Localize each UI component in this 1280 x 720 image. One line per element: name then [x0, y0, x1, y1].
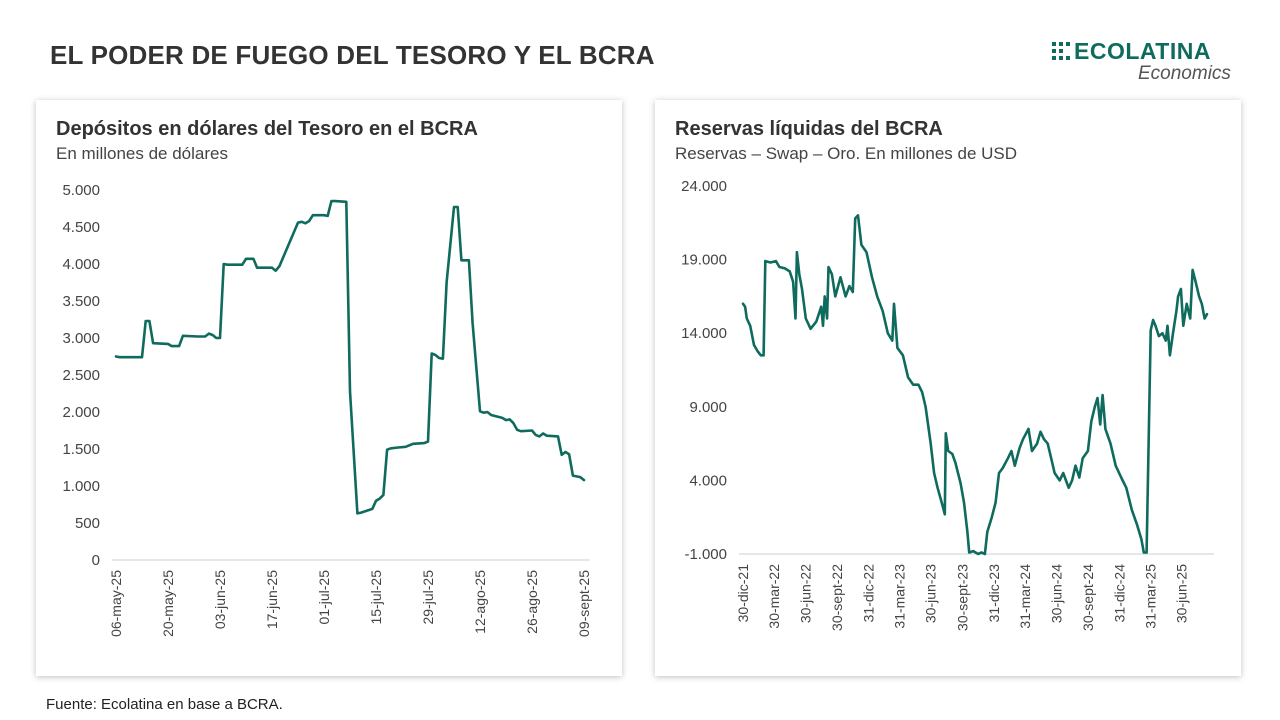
y-tick-label: 9.000	[689, 399, 727, 416]
x-tick-label: 30-jun-25	[1174, 564, 1190, 623]
chart-title: Reservas líquidas del BCRA	[675, 118, 943, 140]
y-tick-label: 24.000	[681, 178, 727, 195]
x-tick-label: 26-ago-25	[524, 570, 540, 634]
brand-logo: ECOLATINA Economics	[1052, 38, 1242, 88]
x-tick-label: 01-jul-25	[316, 570, 332, 625]
x-tick-label: 30-sept-23	[954, 564, 970, 631]
y-tick-label: 14.000	[681, 325, 727, 342]
y-tick-label: 2.500	[62, 367, 100, 384]
y-tick-label: 4.000	[689, 472, 727, 489]
logo-name: ECOLATINA	[1074, 38, 1211, 64]
y-tick-label: -1.000	[684, 546, 727, 563]
x-tick-label: 30-dic-21	[735, 564, 751, 623]
chart-subtitle: En millones de dólares	[56, 144, 228, 163]
x-tick-label: 29-jul-25	[420, 570, 436, 625]
logo-tagline: Economics	[1138, 63, 1231, 84]
x-tick-label: 31-dic-24	[1111, 564, 1127, 623]
source-note: Fuente: Ecolatina en base a BCRA.	[46, 696, 283, 713]
x-tick-label: 12-ago-25	[472, 570, 488, 634]
y-tick-label: 4.500	[62, 219, 100, 236]
x-tick-label: 15-jul-25	[368, 570, 384, 625]
x-tick-label: 31-dic-23	[986, 564, 1002, 623]
x-tick-label: 30-mar-22	[766, 564, 782, 629]
chart-card-treasury-deposits: Depósitos en dólares del Tesoro en el BC…	[36, 100, 622, 676]
page-title: EL PODER DE FUEGO DEL TESORO Y EL BCRA	[50, 40, 655, 70]
x-tick-label: 09-sept-25	[576, 570, 592, 637]
x-tick-label: 06-may-25	[108, 570, 124, 637]
y-tick-label: 1.000	[62, 478, 100, 495]
chart-title: Depósitos en dólares del Tesoro en el BC…	[56, 118, 478, 140]
chart-card-net-reserves: Reservas líquidas del BCRA Reservas – Sw…	[655, 100, 1241, 676]
x-tick-label: 17-jun-25	[264, 570, 280, 629]
y-tick-label: 3.000	[62, 330, 100, 347]
x-tick-label: 31-mar-23	[891, 564, 907, 629]
x-tick-label: 30-sept-22	[829, 564, 845, 631]
y-tick-label: 1.500	[62, 441, 100, 458]
x-tick-label: 03-jun-25	[212, 570, 228, 629]
chart-subtitle: Reservas – Swap – Oro. En millones de US…	[675, 144, 1018, 163]
x-tick-label: 30-jun-24	[1048, 564, 1064, 623]
series-line	[114, 199, 586, 515]
net-reserves-chart: -1.000 4.000 9.000 14.000 19.000 24.000 30-dic…	[681, 178, 1214, 631]
y-tick-label: 0	[92, 552, 100, 569]
y-tick-label: 5.000	[62, 182, 100, 199]
logo-grid-icon	[1052, 42, 1070, 60]
y-tick-label: 2.000	[62, 404, 100, 421]
x-tick-label: 31-dic-22	[861, 564, 877, 623]
x-tick-label: 30-sept-24	[1080, 564, 1096, 631]
x-tick-label: 31-mar-25	[1142, 564, 1158, 629]
x-tick-label: 31-mar-24	[1017, 564, 1033, 629]
x-tick-label: 30-jun-22	[797, 564, 813, 623]
y-tick-label: 3.500	[62, 293, 100, 310]
x-tick-label: 30-jun-23	[923, 564, 939, 623]
y-tick-label: 19.000	[681, 252, 727, 269]
series-line	[741, 214, 1209, 556]
x-tick-label: 20-may-25	[160, 570, 176, 637]
treasury-deposits-chart: 0 500 1.000 1.500 2.000 2.500 3.000 3.500 4.000 4…	[62, 182, 592, 637]
y-tick-label: 4.000	[62, 256, 100, 273]
y-tick-label: 500	[75, 515, 100, 532]
